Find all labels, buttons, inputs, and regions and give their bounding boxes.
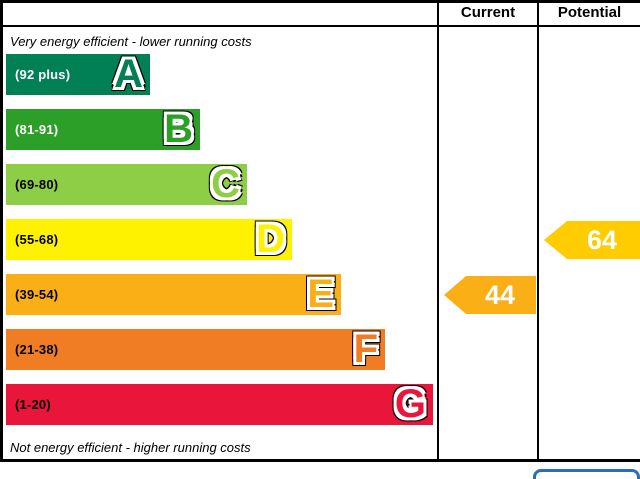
band-bar-e: (39-54) E xyxy=(6,274,341,315)
band-range-label: (21-38) xyxy=(15,342,59,357)
top-border-line xyxy=(0,0,640,3)
current-column-header: Current xyxy=(460,4,516,21)
band-range-label: (55-68) xyxy=(15,232,59,247)
potential-rating-arrow: 64 xyxy=(544,221,640,259)
band-letter: A xyxy=(114,52,143,96)
band-letter: G xyxy=(394,382,426,426)
band-range-label: (92 plus) xyxy=(15,67,71,82)
eu-directive-box-fragment xyxy=(533,469,640,479)
band-letter: F xyxy=(353,327,378,371)
band-bar-f: (21-38) F xyxy=(6,329,385,370)
band-letter: B xyxy=(164,107,193,151)
potential-column-header: Potential xyxy=(557,4,622,21)
band-row-a: (92 plus) A xyxy=(6,54,434,109)
band-letter: E xyxy=(307,272,334,316)
band-row-d: (55-68) D xyxy=(6,219,434,274)
band-row-e: (39-54) E xyxy=(6,274,434,329)
band-range-label: (81-91) xyxy=(15,122,59,137)
band-row-f: (21-38) F xyxy=(6,329,434,384)
band-bar-a: (92 plus) A xyxy=(6,54,150,95)
band-range-label: (39-54) xyxy=(15,287,59,302)
potential-rating-value: 64 xyxy=(586,224,618,255)
not-efficient-caption: Not energy efficient - higher running co… xyxy=(10,440,251,455)
band-range-label: (69-80) xyxy=(15,177,59,192)
band-letter: C xyxy=(211,162,240,206)
current-rating-arrow: 44 xyxy=(444,276,536,314)
current-rating-value: 44 xyxy=(484,279,516,310)
band-row-b: (81-91) B xyxy=(6,109,434,164)
potential-column-divider xyxy=(537,0,539,462)
current-column-divider xyxy=(437,0,439,462)
band-bar-c: (69-80) C xyxy=(6,164,247,205)
band-letter: D xyxy=(256,217,285,261)
band-range-label: (1-20) xyxy=(15,397,51,412)
header-divider-line xyxy=(0,25,640,27)
band-bar-d: (55-68) D xyxy=(6,219,292,260)
left-border-line xyxy=(0,0,3,462)
rating-bands: (92 plus) A (81-91) B (69-80) C (55-68) D (39-54… xyxy=(6,54,434,439)
band-bar-b: (81-91) B xyxy=(6,109,200,150)
band-bar-g: (1-20) G xyxy=(6,384,433,425)
efficient-caption: Very energy efficient - lower running co… xyxy=(10,34,252,49)
band-row-c: (69-80) C xyxy=(6,164,434,219)
band-row-g: (1-20) G xyxy=(6,384,434,439)
bottom-border-line xyxy=(0,459,640,462)
